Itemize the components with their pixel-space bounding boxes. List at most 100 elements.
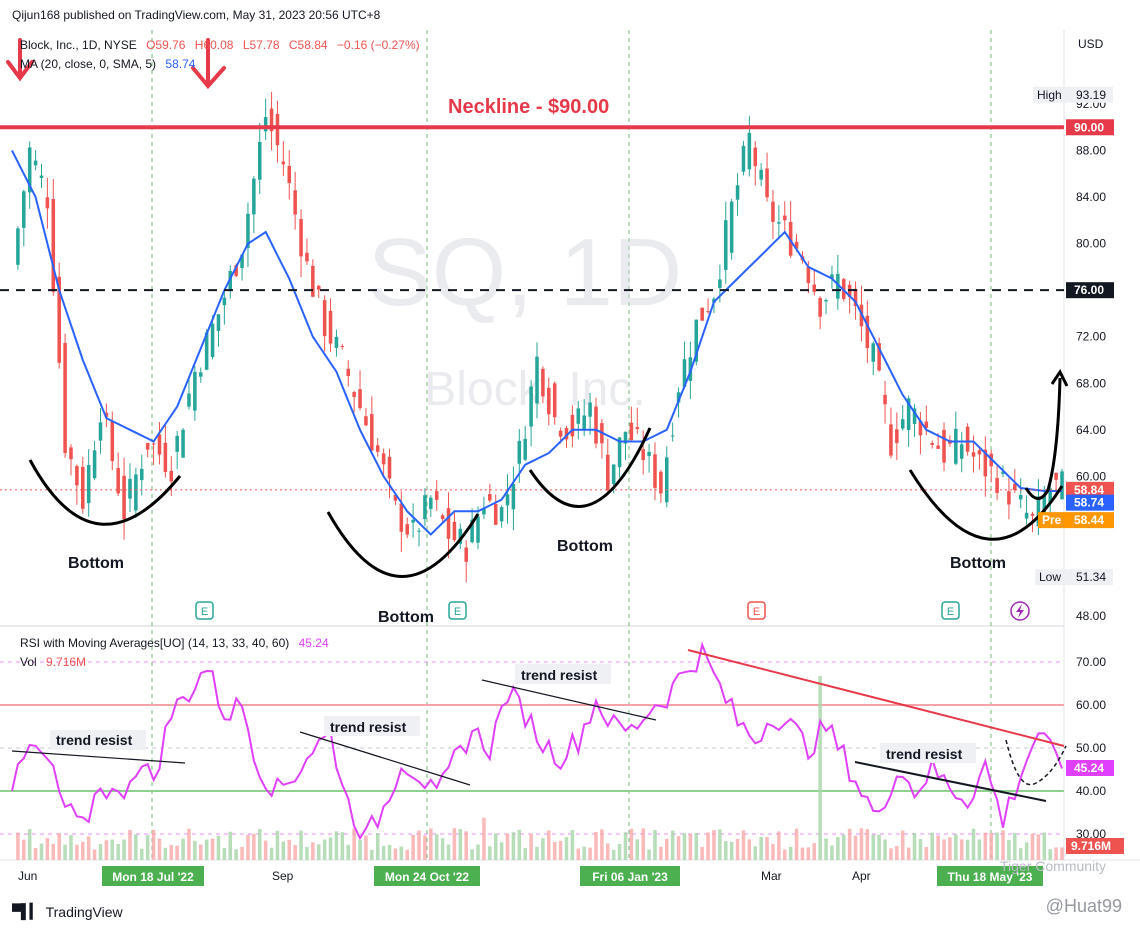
candle — [151, 443, 156, 445]
price-tick: 68.00 — [1076, 376, 1106, 390]
candle — [782, 215, 787, 221]
volume-bar — [364, 835, 368, 860]
volume-bar — [948, 837, 952, 860]
x-tick: Mar — [761, 869, 782, 883]
volume-bar — [22, 839, 26, 860]
symbol-name[interactable]: Block, Inc., 1D, NYSE — [20, 38, 137, 52]
volume-bar — [806, 847, 811, 860]
candle — [723, 220, 728, 270]
low-value: L57.78 — [242, 38, 280, 52]
volume-bar — [311, 842, 315, 860]
bottom-arc — [28, 459, 182, 526]
volume-bar — [983, 832, 988, 860]
volume-bar — [906, 847, 911, 860]
candle — [45, 197, 50, 209]
candle — [594, 406, 598, 444]
candle — [287, 165, 292, 184]
svg-text:45.24: 45.24 — [1074, 761, 1104, 775]
rsi-label: RSI with Moving Averages[UO] (14, 13, 33… — [20, 636, 290, 650]
volume-value-badge: 9.716M — [1066, 838, 1124, 854]
ma-legend[interactable]: MA (20, close, 0, SMA, 5) 58.74 — [20, 57, 195, 71]
volume-bar — [493, 833, 498, 860]
publish-line: Qijun168 published on TradingView.com, M… — [12, 8, 381, 22]
price-tick: 64.00 — [1076, 423, 1106, 437]
volume-bar — [399, 846, 404, 860]
candle — [358, 389, 362, 409]
volume-bar — [234, 849, 238, 860]
candle — [942, 429, 946, 463]
volume-bar — [1036, 834, 1041, 860]
volume-bar — [358, 839, 362, 860]
volume-bar — [352, 828, 356, 860]
volume-bar — [641, 828, 645, 860]
volume-bar — [942, 839, 946, 860]
candle — [611, 464, 616, 484]
volume-bar — [346, 844, 351, 860]
volume-bar — [27, 829, 32, 860]
candle — [517, 440, 522, 464]
candle — [1030, 513, 1035, 516]
volume-bar — [1030, 833, 1035, 860]
candle — [1054, 472, 1058, 480]
volume-bar — [954, 834, 958, 860]
candle — [16, 228, 20, 265]
ma-label: MA (20, close, 0, SMA, 5) — [20, 57, 157, 71]
candle — [411, 519, 415, 523]
earnings-marker: E — [941, 601, 960, 620]
svg-text:E: E — [454, 606, 461, 618]
volume-bar — [918, 839, 923, 860]
candle — [134, 474, 138, 511]
candle — [959, 444, 964, 459]
candle — [210, 323, 215, 357]
x-date-tag: Mon 18 Jul '22 — [102, 866, 204, 886]
volume-bar — [405, 849, 409, 860]
candle — [806, 266, 811, 284]
tradingview-brand[interactable]: ▀▌▎ TradingView — [12, 903, 123, 920]
candle — [995, 477, 999, 493]
volume-bar — [517, 829, 522, 860]
candle — [788, 221, 793, 256]
price-tick: 72.00 — [1076, 330, 1106, 344]
svg-text:Mon 18 Jul '22: Mon 18 Jul '22 — [112, 870, 194, 884]
volume-bar — [771, 844, 775, 860]
volume-bar — [240, 846, 244, 860]
candle — [104, 412, 109, 417]
volume-bar — [788, 846, 793, 860]
bottom-label: Bottom — [950, 555, 1006, 572]
volume-bar — [299, 830, 303, 860]
volume-bar — [741, 830, 746, 860]
volume-bars — [16, 675, 1064, 860]
candle — [57, 276, 61, 363]
candle — [352, 392, 356, 397]
candle — [900, 419, 905, 429]
rsi-legend[interactable]: RSI with Moving Averages[UO] (14, 13, 33… — [20, 636, 329, 650]
candle — [110, 420, 115, 462]
ma-line — [11, 150, 1062, 536]
volume-bar — [883, 839, 887, 860]
svg-text:High: High — [1037, 88, 1062, 102]
svg-text:93.19: 93.19 — [1076, 88, 1106, 102]
candle — [92, 450, 97, 479]
volume-bar — [1060, 847, 1064, 860]
volume-bar — [128, 829, 132, 860]
candle — [393, 494, 398, 501]
candle — [234, 265, 238, 276]
bottom-arcs — [28, 369, 1069, 578]
x-tick: Jun — [18, 869, 37, 883]
volume-bar — [1007, 839, 1011, 860]
candle — [665, 457, 669, 503]
candle — [983, 449, 988, 477]
volume-bar — [794, 828, 799, 860]
bottom-label: Bottom — [557, 538, 613, 555]
candle — [446, 508, 451, 539]
candle — [718, 279, 722, 288]
vol-legend[interactable]: Vol 9.716M — [20, 655, 86, 669]
volume-bar — [86, 836, 91, 860]
candle — [33, 160, 38, 166]
candle — [1042, 495, 1047, 520]
volume-bar — [75, 844, 79, 860]
volume-bar — [889, 848, 893, 860]
candle — [305, 252, 309, 262]
candle — [1007, 491, 1011, 505]
svg-text:58.74: 58.74 — [1074, 496, 1104, 510]
